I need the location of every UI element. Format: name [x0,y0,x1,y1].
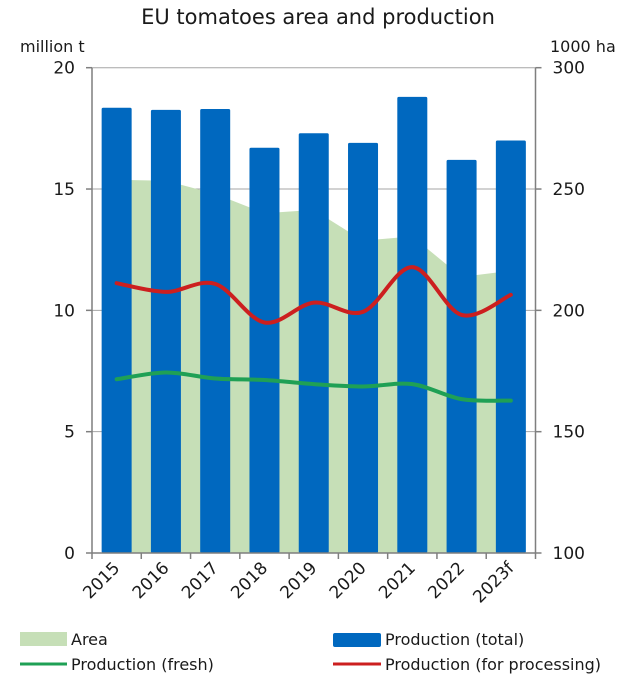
legend-label-production-processing: Production (for processing) [385,655,601,674]
chart-title: EU tomatoes area and production [141,5,495,29]
y-axis-label-right: 1000 ha [550,37,616,56]
bar-production-total [298,133,329,553]
bar-production-total [446,159,477,554]
bar-series [101,96,526,554]
legend-swatch-production-total [333,633,381,647]
y-tick-label-right: 200 [553,301,585,321]
x-ticks: 2015 2016 2017 2018 2019 2020 2021 2022 2023f [79,553,537,608]
legend-label-production-total: Production (total) [385,630,524,649]
x-tick-label: 2017 [178,558,223,603]
bar-production-total [200,108,231,553]
legend-label-area: Area [71,630,108,649]
bar-production-total [397,96,428,554]
x-tick-label: 2019 [277,558,322,603]
y-tick-label-left: 0 [64,544,75,564]
x-tick-label: 2023f [469,558,519,608]
legend-swatch-area [20,632,67,646]
line-series [114,265,513,403]
bar-production-total [348,142,379,553]
x-tick-label: 2015 [79,558,124,603]
y-ticks-left: 0 5 10 15 20 [53,59,92,564]
x-tick-label: 2020 [326,558,371,603]
x-tick-label: 2022 [424,558,469,603]
y-tick-label-left: 5 [64,423,75,443]
y-tick-label-right: 250 [553,180,585,200]
y-tick-label-right: 150 [553,423,585,443]
bar-production-total [249,147,280,553]
bar-production-total [101,107,132,554]
bar-production-total [495,140,526,553]
x-tick-label: 2021 [375,558,420,603]
y-tick-label-right: 100 [553,544,585,564]
y-tick-label-left: 15 [53,180,75,200]
y-tick-label-left: 10 [53,301,75,321]
bar-production-total [150,109,181,554]
line-production-processing [114,265,513,325]
legend: Area Production (total) Production (fres… [20,630,601,674]
x-tick-label: 2016 [129,558,174,603]
y-tick-label-left: 20 [53,59,75,79]
x-tick-label: 2018 [227,558,272,603]
y-axis-label-left: million t [20,37,85,56]
y-tick-label-right: 300 [553,59,585,79]
legend-label-production-fresh: Production (fresh) [71,655,214,674]
y-ticks-right: 100 150 200 250 300 [535,59,585,564]
